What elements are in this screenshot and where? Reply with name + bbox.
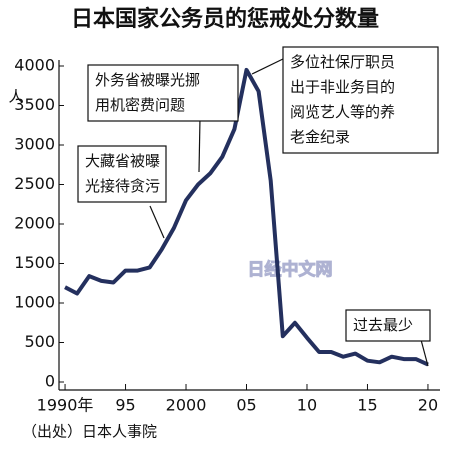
- y-tick-label: 3500: [14, 95, 55, 114]
- y-tick-label: 1500: [14, 253, 55, 272]
- annotation-text: 过去最少: [353, 316, 413, 334]
- x-tick-label: 95: [115, 396, 135, 415]
- x-tick-label: 1990年: [37, 396, 94, 415]
- y-tick-label: 4000: [14, 56, 55, 75]
- y-tick-label: 500: [24, 332, 55, 351]
- x-tick-label: 10: [297, 396, 317, 415]
- chart-title: 日本国家公务员的惩戒处分数量: [71, 6, 379, 32]
- y-tick-label: 2000: [14, 214, 55, 233]
- annotation-text: 大藏省被曝: [85, 152, 160, 170]
- annotation-text: 阅览艺人等的养: [290, 103, 395, 121]
- data-line: [64, 67, 429, 367]
- annotation-box: [345, 309, 431, 342]
- y-unit: 人: [8, 88, 23, 106]
- annotation-pointer: [149, 205, 165, 239]
- watermark: 日经中文网: [248, 259, 333, 280]
- annotation-box: [87, 64, 239, 122]
- annotation-box: [77, 145, 167, 203]
- annotation-text: 老金纪录: [290, 128, 350, 146]
- annotation-text: 多位社保厅职员: [290, 53, 395, 71]
- annotation-text: 光接待贪污: [85, 177, 160, 195]
- y-tick-label: 2500: [14, 174, 55, 193]
- annotation-text: 用机密费问题: [95, 96, 185, 114]
- y-tick-label: 3000: [14, 135, 55, 154]
- x-tick-label: 05: [236, 396, 256, 415]
- annotation-box: [282, 46, 439, 154]
- x-tick-label: 2000: [166, 396, 207, 415]
- annotation-pointer: [198, 117, 201, 173]
- x-tick-label: 20: [418, 396, 438, 415]
- y-tick-label: 1000: [14, 293, 55, 312]
- annotation-text: 外务省被曝光挪: [95, 71, 200, 89]
- annotation-pointer: [251, 57, 286, 75]
- y-tick-label: 0: [45, 372, 55, 391]
- source: （出处）日本人事院: [22, 423, 157, 441]
- annotation-text: 出于非业务目的: [290, 78, 395, 96]
- x-tick-label: 15: [357, 396, 377, 415]
